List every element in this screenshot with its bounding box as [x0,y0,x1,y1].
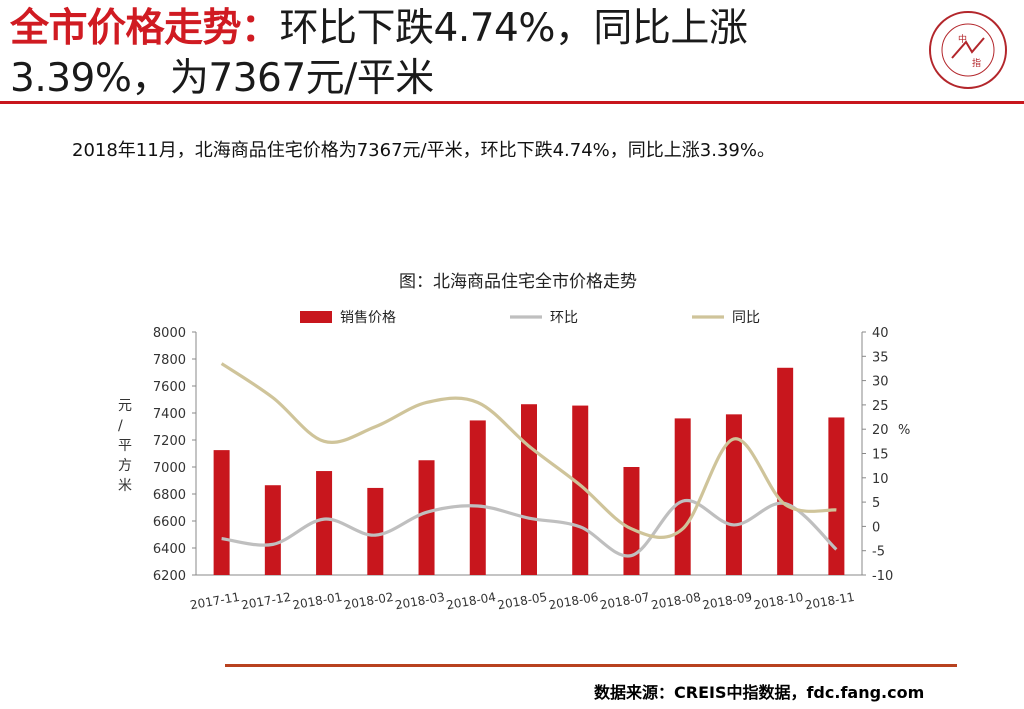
legend-label: 销售价格 [340,310,396,326]
page-title: 全市价格走势：环比下跌4.74%，同比上涨 3.39%，为7367元/平米 [10,4,890,104]
right-tick-label: 0 [872,520,880,535]
x-tick-label: 2018-08 [650,590,702,612]
left-tick-label: 7400 [153,407,186,422]
logo-mark [952,38,984,58]
left-tick-label: 7600 [153,380,186,395]
left-tick-label: 6400 [153,542,186,557]
bar-2017-12 [265,485,281,575]
right-tick-label: 10 [872,472,889,487]
bar-2018-03 [419,460,435,575]
left-tick-label: 6600 [153,515,186,530]
right-tick-label: -5 [872,545,885,560]
price-trend-chart: 图：北海商品住宅全市价格走势 销售价格 环比 同比 6200 6400 6600 6800… [100,260,940,630]
legend-label: 环比 [550,310,578,326]
logo-inner-ring [942,24,994,76]
x-tick-label: 2018-06 [548,590,600,612]
left-tick-label: 7800 [153,353,186,368]
bar-2017-11 [214,450,230,575]
right-tick-label: 30 [872,375,889,390]
right-axis-unit-label: % [898,423,910,438]
x-tick-label: 2018-09 [701,590,753,612]
title-highlight: 全市价格走势： [10,6,280,51]
right-tick-label: 5 [872,496,880,511]
x-tick-label: 2018-03 [394,590,446,612]
left-tick-label: 7000 [153,461,186,476]
bar-2018-07 [623,467,639,575]
logo-text-bottom: 指 [972,57,981,69]
logo-outer-ring [930,12,1006,88]
title-divider [0,101,1024,104]
x-tick-label: 2018-11 [804,590,856,612]
x-tick-label: 2017-11 [189,590,241,612]
legend-swatch-bar [300,311,332,323]
bar-2018-01 [316,471,332,575]
summary-text: 2018年11月，北海商品住宅价格为7367元/平米，环比下跌4.74%，同比上… [72,136,775,162]
left-tick-label: 8000 [153,326,186,341]
x-tick-label: 2017-12 [240,590,292,612]
right-tick-label: 25 [872,399,889,414]
left-tick-label: 6800 [153,488,186,503]
bar-2018-05 [521,404,537,575]
bar-2018-10 [777,368,793,575]
footer-divider [225,664,957,667]
bar-2018-02 [367,488,383,575]
chart-bars [214,368,845,575]
x-tick-label: 2018-10 [753,590,805,612]
x-tick-label: 2018-05 [496,590,548,612]
chart-title: 图：北海商品住宅全市价格走势 [399,272,637,292]
x-tick-label: 2018-07 [599,590,651,612]
x-tick-label: 2018-04 [445,590,497,612]
data-source: 数据来源：CREIS中指数据，fdc.fang.com [594,679,924,703]
left-tick-label: 6200 [153,569,186,584]
title-line1: 环比下跌4.74%，同比上涨 [280,6,748,51]
bar-2018-08 [675,418,691,575]
right-tick-label: 40 [872,326,889,341]
left-tick-label: 7200 [153,434,186,449]
logo-text-top: 中 [958,33,967,45]
bar-2018-04 [470,420,486,575]
bar-2018-11 [828,417,844,575]
chart-legend: 销售价格 环比 同比 [300,310,760,326]
legend-label: 同比 [732,310,760,326]
left-axis-label: 元/平方米 [118,398,132,494]
right-tick-label: 35 [872,350,889,365]
right-tick-label: -10 [872,569,893,584]
right-tick-label: 15 [872,448,889,463]
china-index-academy-logo: 中 指 [920,8,1016,92]
x-tick-label: 2018-02 [343,590,395,612]
title-line2: 3.39%，为7367元/平米 [10,56,434,101]
right-tick-label: 20 [872,423,889,438]
x-tick-label: 2018-01 [291,590,343,612]
